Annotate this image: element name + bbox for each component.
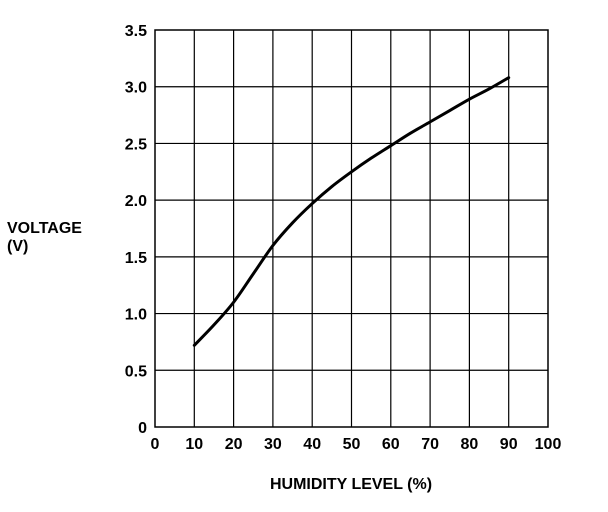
grid xyxy=(155,30,548,427)
y-axis-title-line-1: VOLTAGE xyxy=(7,220,82,237)
y-tick-label: 0.5 xyxy=(125,363,147,380)
x-tick-label: 100 xyxy=(535,436,562,453)
x-axis-title: HUMIDITY LEVEL (%) xyxy=(270,476,432,493)
y-tick-label: 2.0 xyxy=(125,193,147,210)
x-tick-label: 30 xyxy=(264,436,282,453)
x-tick-label: 90 xyxy=(500,436,518,453)
y-tick-label: 1.0 xyxy=(125,307,147,324)
plot-border xyxy=(154,29,549,428)
series-layer xyxy=(192,76,511,347)
x-tick-labels: 0 10 20 30 40 50 60 70 80 90 100 xyxy=(151,436,562,453)
x-tick-label: 80 xyxy=(461,436,479,453)
x-tick-label: 60 xyxy=(382,436,400,453)
series-line xyxy=(192,76,511,347)
y-tick-labels: 0 0.5 1.0 1.5 2.0 2.5 3.0 3.5 xyxy=(125,23,147,437)
y-tick-label: 0 xyxy=(138,420,147,437)
y-tick-label: 1.5 xyxy=(125,250,147,267)
y-tick-label: 3.0 xyxy=(125,80,147,97)
y-tick-label: 2.5 xyxy=(125,136,147,153)
x-tick-label: 50 xyxy=(343,436,361,453)
x-tick-label: 10 xyxy=(185,436,203,453)
x-tick-label: 70 xyxy=(421,436,439,453)
plot-frame xyxy=(154,29,549,428)
x-tick-label: 40 xyxy=(303,436,321,453)
y-tick-label: 3.5 xyxy=(125,23,147,40)
y-axis-title-line-2: (V) xyxy=(7,238,28,255)
x-tick-label: 20 xyxy=(225,436,243,453)
x-tick-label: 0 xyxy=(151,436,160,453)
